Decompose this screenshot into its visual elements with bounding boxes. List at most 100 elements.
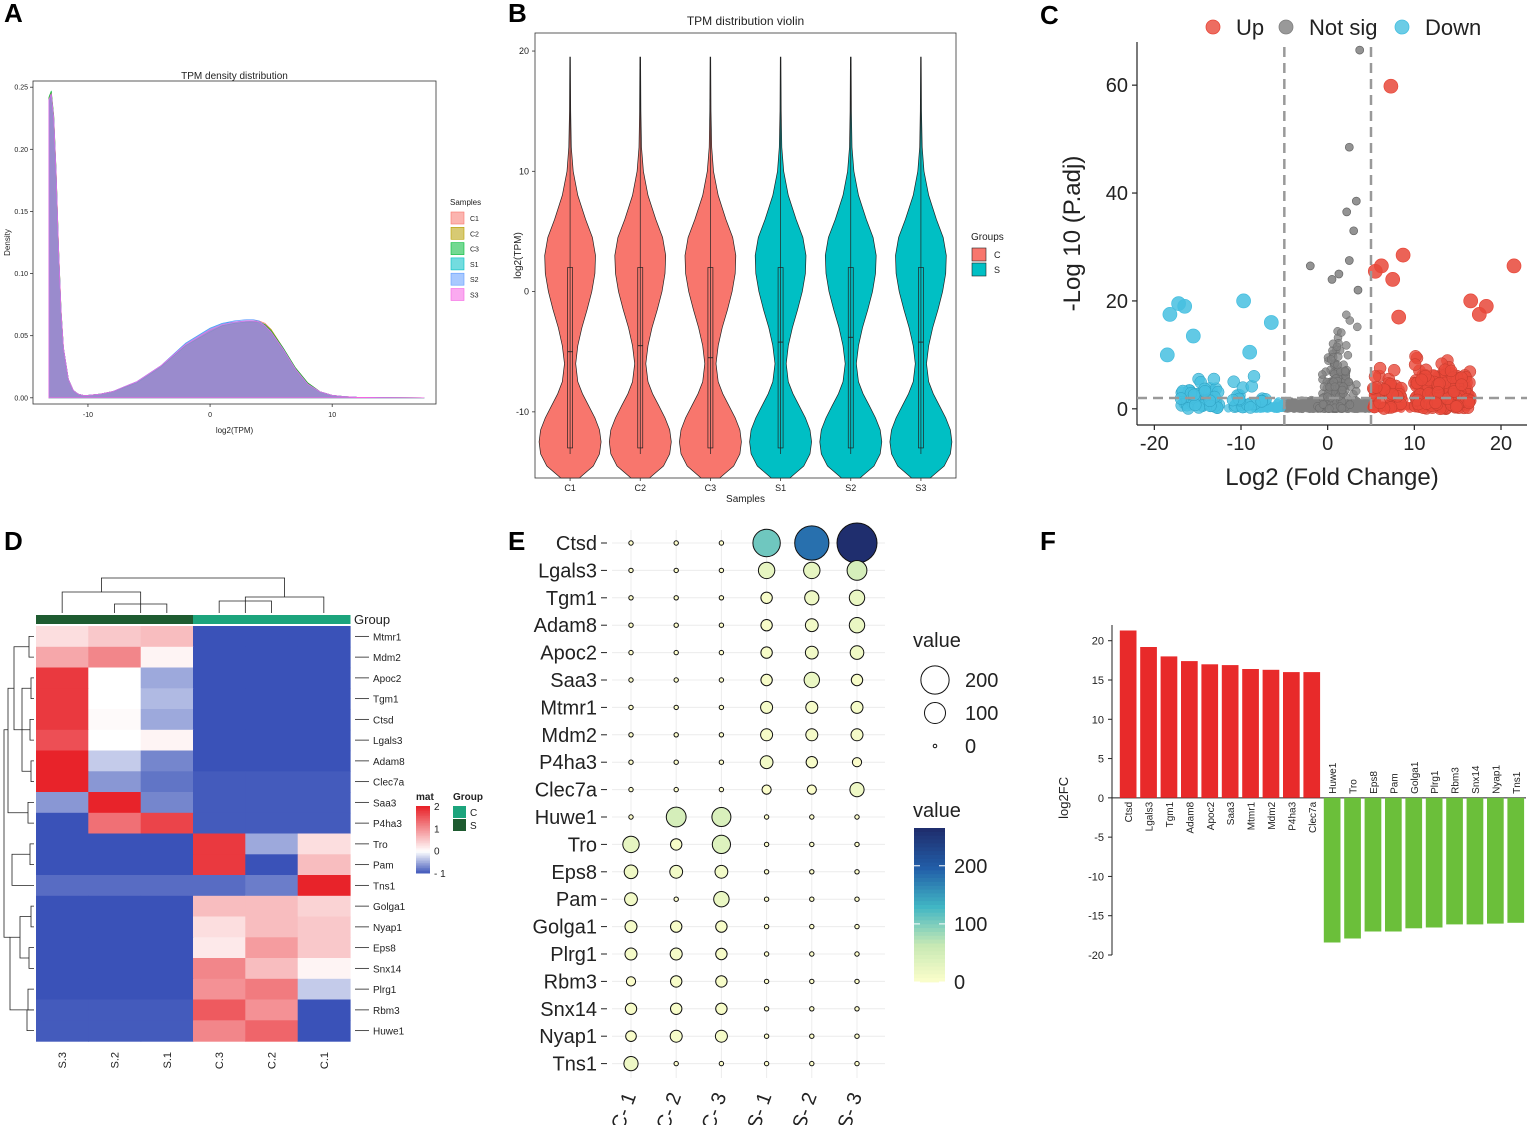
group-legend-key-c: [453, 806, 466, 818]
y-tick-label: 0: [524, 287, 529, 297]
heatmap-cell: [140, 999, 194, 1021]
heatmap-cell: [140, 792, 194, 814]
bubble: [763, 814, 770, 820]
heatmap-cell: [36, 833, 89, 855]
column-label: S.2: [110, 1052, 122, 1069]
bar-pam: [1385, 797, 1402, 932]
heatmap-cell: [193, 978, 246, 1001]
group-bar-cell-c: [297, 615, 351, 624]
volcano-point: [1333, 360, 1342, 370]
volcano-point: [1226, 393, 1240, 407]
bubble: [624, 947, 638, 961]
bubble: [760, 619, 773, 632]
legend-gradient-segment: [416, 819, 430, 822]
volcano-point-not-sig: [1349, 226, 1359, 236]
volcano-point: [1450, 400, 1463, 413]
bubble: [673, 704, 679, 711]
volcano-point: [1337, 328, 1346, 337]
heatmap-cell: [140, 937, 194, 959]
color-legend-segment: [914, 932, 945, 937]
legend-label: S3: [470, 293, 479, 300]
legend-gradient-segment: [416, 846, 430, 849]
column-label: S.3: [57, 1052, 69, 1069]
legend-gradient-segment: [416, 831, 430, 834]
bubble: [625, 976, 637, 987]
bubble: [805, 728, 819, 742]
bubble: [809, 1060, 815, 1067]
bubble: [759, 755, 774, 770]
bar-label: Pam: [1389, 773, 1400, 794]
heatmap-cell: [36, 916, 89, 938]
heatmap-cell: [193, 875, 246, 897]
row-dendrogram-branch: [7, 687, 28, 814]
bar-label: Mtmr1: [1247, 801, 1258, 830]
sample-label: C- 2: [653, 1090, 687, 1125]
bubble: [809, 869, 815, 875]
size-legend-label: 100: [965, 703, 998, 725]
heatmap-cell: [36, 895, 89, 918]
row-label: Golga1: [373, 902, 406, 913]
row-dendrogram-branch: [9, 936, 27, 1011]
bubble: [669, 1029, 683, 1043]
bar-golga1: [1405, 797, 1423, 929]
legend-gradient-segment: [416, 859, 430, 862]
volcano-point: [1227, 375, 1240, 388]
heatmap-cell: [245, 833, 299, 855]
bubble: [854, 1060, 860, 1067]
heatmap-cell: [245, 937, 299, 959]
color-legend-segment: [914, 935, 945, 941]
bubble: [803, 671, 820, 689]
heatmap-cell: [88, 646, 142, 669]
volcano-point-up: [1385, 272, 1401, 287]
volcano-point: [1332, 342, 1342, 352]
color-legend-segment: [914, 920, 945, 925]
bubble: [673, 786, 679, 793]
bar-tro: [1344, 797, 1361, 939]
color-legend-segment: [914, 912, 945, 917]
volcano-point-not-sig: [1305, 261, 1315, 271]
color-legend-segment: [914, 893, 945, 898]
gene-label: Mdm2: [541, 725, 597, 747]
heatmap-cell: [36, 875, 89, 897]
bar-mtmr1: [1242, 669, 1259, 798]
heatmap-cell: [297, 750, 351, 772]
y-tick-label: 40: [1106, 183, 1128, 205]
bubble: [760, 673, 773, 687]
bubble: [718, 649, 725, 656]
gene-label: Adam8: [534, 615, 597, 637]
heatmap-cell: [140, 750, 194, 772]
color-legend-segment: [914, 862, 945, 867]
panel-a-density-chart: TPM density distribution 0.00 0.05 0.10 0.15…: [3, 71, 481, 435]
panel-e-bubble-chart: Ctsd Lgals3 Tgm1 Adam8 Apoc2 Saa3 Mtmr1 Mdm2 P4h…: [533, 522, 998, 1125]
bubble: [809, 923, 815, 930]
volcano-point: [1244, 401, 1257, 414]
heatmap-cell: [88, 626, 142, 648]
bar-label: Tgm1: [1165, 801, 1176, 827]
volcano-point: [1318, 400, 1328, 409]
gene-label: Apoc2: [540, 643, 597, 665]
legend-gradient-segment: [416, 866, 430, 869]
bubble: [623, 1056, 639, 1072]
bubble: [760, 700, 774, 714]
heatmap-cell: [140, 812, 194, 835]
legend-key-c1: [450, 211, 465, 225]
bubble: [718, 1060, 725, 1067]
heatmap-cell: [193, 709, 246, 731]
legend-gradient-segment: [416, 827, 430, 830]
row-label: Huwe1: [373, 1027, 405, 1038]
heatmap-cell: [245, 626, 299, 648]
y-tick-label: 0.15: [14, 209, 28, 216]
gene-label: Rbm3: [544, 971, 597, 993]
heatmap-cell: [36, 1020, 89, 1042]
panel-label-c: C: [1040, 0, 1059, 30]
volcano-point: [1344, 377, 1354, 387]
bubble: [670, 838, 683, 851]
gene-label: Plrg1: [550, 944, 597, 966]
color-legend-segment: [914, 866, 945, 871]
row-label: Tns1: [373, 881, 396, 892]
bubble: [850, 728, 864, 742]
legend-title: Samples: [450, 198, 481, 207]
heatmap-cell: [193, 688, 246, 710]
legend-tick-label: 1: [434, 824, 440, 835]
bubble: [711, 834, 732, 855]
